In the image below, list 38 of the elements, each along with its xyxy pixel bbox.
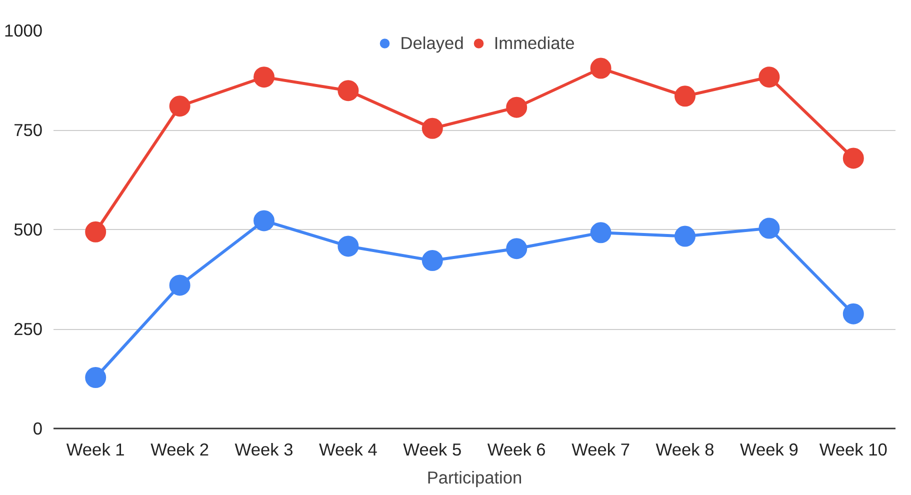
y-tick-label: 0 [32,418,43,438]
x-tick-label: Week 10 [819,440,888,460]
point [85,221,106,242]
point [85,367,106,388]
point [758,218,780,239]
x-tick-label: Week 2 [150,440,210,460]
point [254,210,274,232]
point [338,236,359,257]
legend-label: Immediate [494,32,575,54]
point [674,86,696,107]
point [674,226,696,247]
point [422,118,443,139]
x-tick-label: Week 3 [234,440,294,460]
y-tick-label: 500 [14,220,43,240]
x-tick-label: Week 1 [66,440,125,460]
point [254,66,274,88]
point [590,222,612,244]
x-tick-label: Week 5 [403,440,462,460]
point [169,96,190,117]
legend-label: Delayed [400,32,464,54]
x-tick-label: Week 6 [487,440,546,460]
point [506,238,528,260]
point [169,274,190,296]
x-axis-title: Participation [426,468,522,488]
point [590,58,612,79]
x-tick-label: Week 9 [740,440,798,460]
y-tick-label: 750 [14,120,43,140]
point [506,96,528,118]
y-tick-label: 250 [14,319,43,339]
point [842,303,864,324]
x-tick-label: Week 8 [656,440,714,460]
point [758,66,780,88]
x-tick-label: Week 7 [572,440,630,460]
point [338,80,359,102]
point [842,148,864,169]
point [422,250,443,272]
x-tick-label: Week 4 [318,440,378,460]
y-tick-label: 1000 [4,20,43,40]
